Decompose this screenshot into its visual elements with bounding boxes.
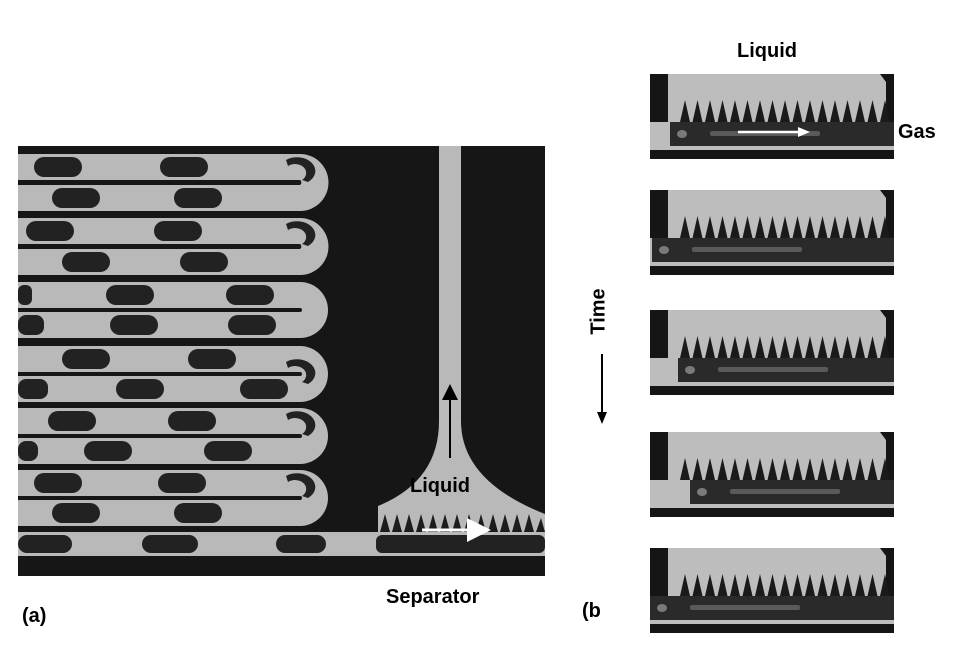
gas-label: Gas <box>898 121 936 143</box>
separator-structure <box>378 146 545 532</box>
liquid-label-a: Liquid <box>410 475 470 497</box>
time-frame-5 <box>650 548 894 633</box>
bend-bubbles <box>286 157 316 498</box>
time-frame-1 <box>650 74 894 159</box>
time-indicator: Time <box>586 286 616 426</box>
time-frame-3 <box>650 310 894 395</box>
separator-label: Separator <box>386 586 480 608</box>
time-frame-4 <box>650 432 894 517</box>
panel-a-label: (a) <box>22 605 47 627</box>
time-arrow <box>597 354 607 424</box>
liquid-label-b: Liquid <box>737 40 797 62</box>
micrograph-svg <box>18 146 545 576</box>
time-frame-2 <box>650 190 894 275</box>
gas-slugs <box>18 157 545 553</box>
panel-b-label: (b <box>582 600 601 622</box>
panel-a-micrograph <box>18 146 545 576</box>
